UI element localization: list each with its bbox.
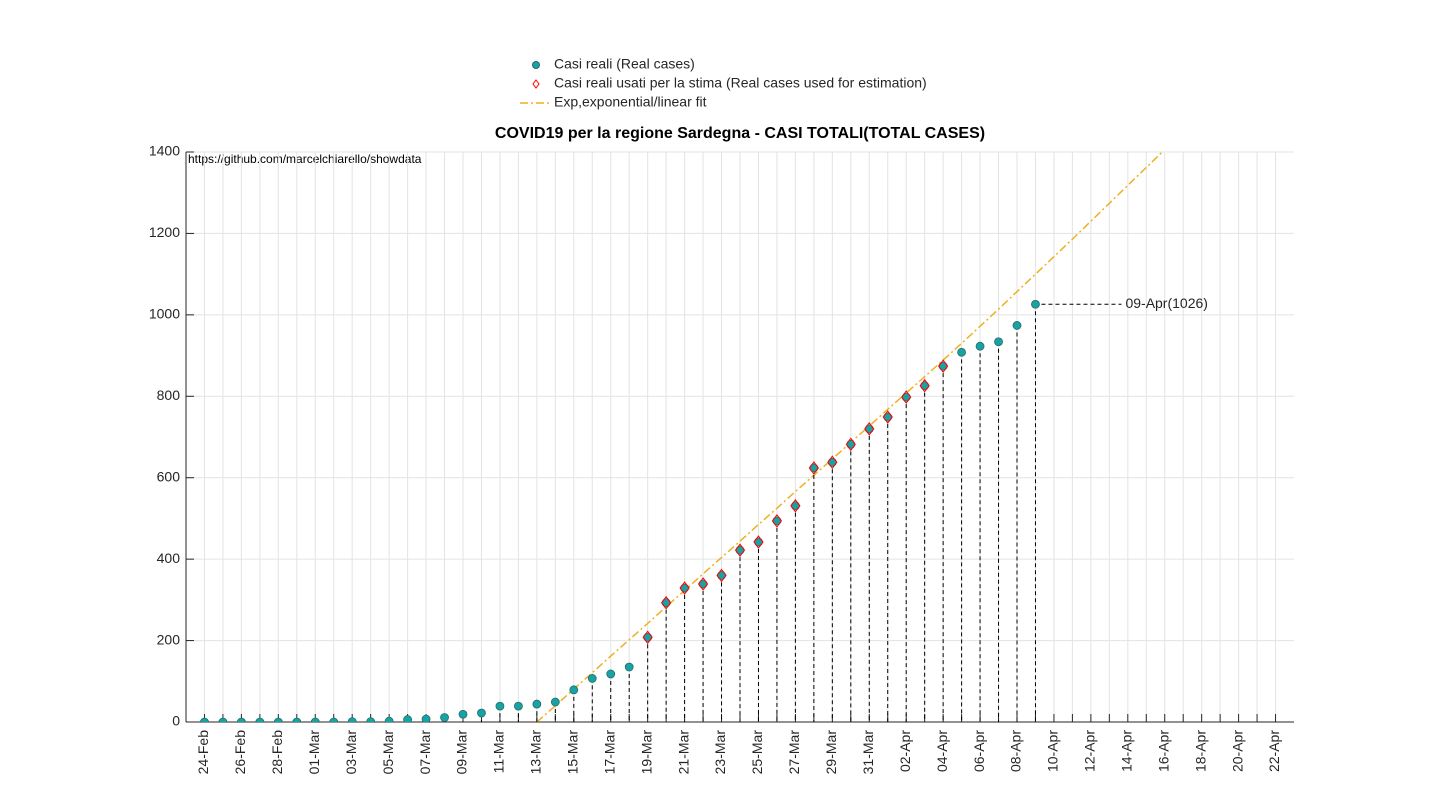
point [255, 717, 265, 722]
diamond [901, 390, 912, 404]
x-tick-label: 07-Mar [417, 730, 433, 775]
point [975, 341, 985, 351]
legend-label: Exp,exponential/linear fit [554, 94, 707, 110]
point [994, 337, 1003, 347]
diamond [938, 359, 949, 373]
x-tick-label: 19-Mar [638, 730, 654, 775]
legend-label: Casi reali usati per la stima (Real case… [554, 75, 927, 91]
x-tick-label: 03-Mar [343, 730, 359, 775]
y-tick-label: 400 [157, 550, 181, 566]
x-tick-label: 17-Mar [601, 730, 617, 775]
x-tick-label: 27-Mar [786, 730, 802, 775]
point [310, 717, 320, 722]
x-tick-label: 14-Apr [1119, 730, 1135, 772]
point [237, 717, 246, 722]
x-tick-label: 08-Apr [1008, 730, 1024, 772]
x-tick-label: 10-Apr [1045, 730, 1061, 772]
x-tick-label: 21-Mar [675, 730, 691, 775]
chart-title: COVID19 per la regione Sardegna - CASI T… [495, 125, 985, 142]
y-tick-label: 1000 [149, 306, 180, 322]
point [550, 697, 560, 707]
x-tick-label: 02-Apr [897, 730, 913, 772]
point [421, 714, 431, 722]
point [624, 662, 634, 672]
x-tick-label: 09-Mar [454, 730, 470, 775]
point [366, 717, 376, 722]
point [329, 717, 339, 722]
source-note: https://github.com/marcelchiarello/showd… [188, 152, 422, 166]
plot-clip [200, 152, 1164, 722]
diamond [864, 422, 875, 436]
point [292, 717, 302, 722]
x-tick-label: 31-Mar [860, 730, 876, 775]
point [606, 669, 616, 679]
point [477, 708, 486, 718]
diamond [679, 581, 690, 595]
x-tick-label: 22-Apr [1266, 730, 1282, 772]
y-tick-label: 1200 [149, 224, 180, 240]
point [458, 709, 468, 719]
point [200, 717, 209, 722]
point [1012, 321, 1022, 330]
x-tick-label: 13-Mar [528, 730, 544, 775]
point [532, 699, 542, 709]
annotation: 09-Apr(1026) [1125, 295, 1208, 311]
legend-label: Casi reali (Real cases) [554, 56, 695, 72]
point [587, 674, 597, 683]
x-tick-label: 16-Apr [1155, 730, 1171, 772]
diamond [716, 568, 727, 583]
point [957, 347, 966, 357]
point [569, 685, 579, 695]
x-tick-label: 12-Apr [1082, 730, 1098, 772]
point [403, 715, 412, 722]
diamond [697, 577, 709, 591]
diamond [808, 461, 819, 475]
diamond [661, 595, 672, 610]
x-tick-label: 20-Apr [1229, 730, 1245, 772]
point [495, 701, 505, 711]
x-tick-label: 29-Mar [823, 730, 839, 775]
x-tick-label: 01-Mar [306, 730, 322, 775]
x-tick-label: 25-Mar [749, 730, 765, 775]
y-tick-label: 0 [172, 713, 180, 729]
point [273, 717, 283, 722]
diamond [827, 455, 838, 470]
y-tick-label: 200 [157, 631, 181, 647]
diamond [919, 378, 930, 393]
x-tick-label: 24-Feb [195, 730, 211, 775]
diamond [734, 543, 746, 558]
x-tick-label: 15-Mar [565, 730, 581, 775]
x-tick-label: 04-Apr [934, 730, 950, 772]
diamond [882, 410, 893, 424]
x-tick-label: 28-Feb [269, 730, 285, 775]
x-tick-label: 18-Apr [1192, 730, 1208, 772]
diamond [753, 535, 764, 549]
point [347, 717, 357, 722]
point [514, 701, 523, 711]
legend-marker [532, 79, 540, 89]
x-tick-label: 05-Mar [380, 730, 396, 775]
point [384, 716, 394, 722]
x-tick-label: 23-Mar [712, 730, 728, 775]
diamond [771, 514, 783, 528]
point [218, 717, 228, 722]
point [440, 713, 449, 722]
diamond [845, 437, 856, 452]
x-tick-label: 06-Apr [971, 730, 987, 772]
diamond [790, 498, 801, 513]
x-tick-label: 26-Feb [232, 730, 248, 775]
x-tick-label: 11-Mar [491, 730, 507, 774]
y-tick-label: 600 [157, 468, 181, 484]
legend-marker [532, 61, 540, 69]
y-tick-label: 800 [157, 387, 181, 403]
point [1031, 299, 1040, 309]
diamond [642, 630, 653, 645]
y-tick-label: 1400 [149, 143, 180, 159]
